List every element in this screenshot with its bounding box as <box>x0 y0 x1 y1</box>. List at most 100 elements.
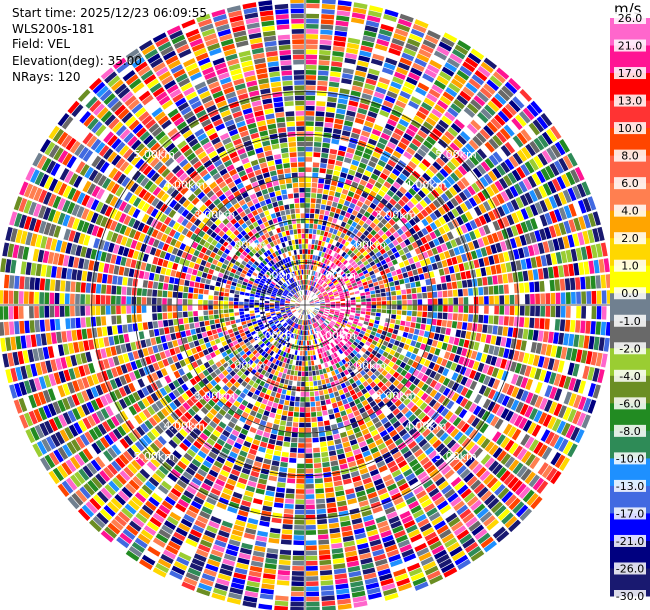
range-gate <box>377 442 387 451</box>
range-gate <box>465 270 472 279</box>
range-gate <box>336 230 342 237</box>
range-gate <box>442 450 453 461</box>
range-gate <box>358 196 366 203</box>
range-gate <box>451 550 466 562</box>
range-gate <box>419 402 428 411</box>
range-gate <box>404 213 412 221</box>
range-gate <box>66 441 77 455</box>
range-gate <box>449 53 463 64</box>
range-gate <box>396 310 402 315</box>
range-gate <box>320 324 324 330</box>
range-gate <box>47 403 57 417</box>
range-gate <box>305 167 312 173</box>
range-gate <box>428 179 438 188</box>
range-gate <box>295 499 305 505</box>
range-gate <box>60 357 68 369</box>
range-gate <box>285 352 289 358</box>
range-gate <box>211 363 218 371</box>
range-gate <box>542 331 549 343</box>
range-gate <box>285 395 291 401</box>
range-gate <box>377 189 386 197</box>
range-gate <box>384 268 391 274</box>
range-gate <box>399 510 411 520</box>
range-gate <box>252 439 261 446</box>
range-gate <box>477 408 486 419</box>
range-gate <box>266 485 276 492</box>
range-gate <box>439 95 452 106</box>
range-gate <box>131 459 142 471</box>
range-gate <box>280 420 287 426</box>
range-gate <box>350 307 356 311</box>
range-gate <box>575 247 583 261</box>
range-gate <box>323 340 328 346</box>
range-gate <box>407 299 412 305</box>
range-gate <box>237 325 243 331</box>
range-gate <box>392 387 400 395</box>
range-gate <box>277 343 282 349</box>
range-gate <box>252 382 259 389</box>
range-gate <box>479 511 493 523</box>
range-gate <box>340 232 346 239</box>
range-gate <box>362 567 376 575</box>
range-gate <box>429 222 438 231</box>
range-gate <box>331 56 344 63</box>
range-gate <box>354 532 367 540</box>
range-gate <box>368 178 376 185</box>
range-gate <box>417 471 428 481</box>
range-gate <box>404 372 412 380</box>
range-gate <box>305 162 312 167</box>
range-gate <box>164 476 175 487</box>
range-gate <box>319 325 323 331</box>
range-gate <box>458 297 464 305</box>
range-gate <box>492 325 498 335</box>
range-gate <box>528 439 539 452</box>
range-gate <box>23 380 32 394</box>
range-gate <box>376 305 382 309</box>
range-gate <box>229 370 236 377</box>
range-gate <box>470 550 485 562</box>
range-gate <box>327 315 333 319</box>
range-gate <box>393 104 404 113</box>
range-gate <box>268 373 274 380</box>
range-gate <box>202 460 213 469</box>
range-gate <box>283 323 288 328</box>
range-gate <box>113 335 120 345</box>
range-gate <box>97 423 107 435</box>
range-gate <box>331 278 337 283</box>
range-gate <box>203 337 210 343</box>
range-gate <box>340 210 347 216</box>
range-gate <box>356 145 365 152</box>
range-gate <box>360 257 367 263</box>
range-gate <box>190 500 202 510</box>
range-gate <box>486 234 495 245</box>
range-gate <box>305 295 307 300</box>
range-gate <box>280 308 285 311</box>
range-gate <box>434 219 442 228</box>
range-gate <box>441 484 453 495</box>
range-gate <box>90 350 98 361</box>
range-gate <box>376 38 390 47</box>
range-gate <box>573 217 582 232</box>
range-gate <box>364 519 376 527</box>
range-gate <box>524 125 536 139</box>
range-gate <box>363 244 370 250</box>
range-gate <box>115 457 126 469</box>
range-gate <box>297 350 300 356</box>
range-gate <box>353 235 360 242</box>
range-gate <box>413 152 424 162</box>
range-gate <box>469 444 480 455</box>
range-gate <box>518 317 525 328</box>
range-gate <box>371 297 376 302</box>
range-gate <box>126 447 137 459</box>
range-gate <box>372 198 380 206</box>
range-gate <box>342 286 348 291</box>
range-gate <box>359 552 372 560</box>
range-gate <box>323 270 327 275</box>
range-gate <box>444 488 456 499</box>
range-gate <box>337 150 346 157</box>
range-gate <box>577 364 585 378</box>
range-gate <box>335 274 341 280</box>
range-gate <box>179 442 189 452</box>
range-gate <box>467 414 476 425</box>
range-gate <box>290 606 304 610</box>
